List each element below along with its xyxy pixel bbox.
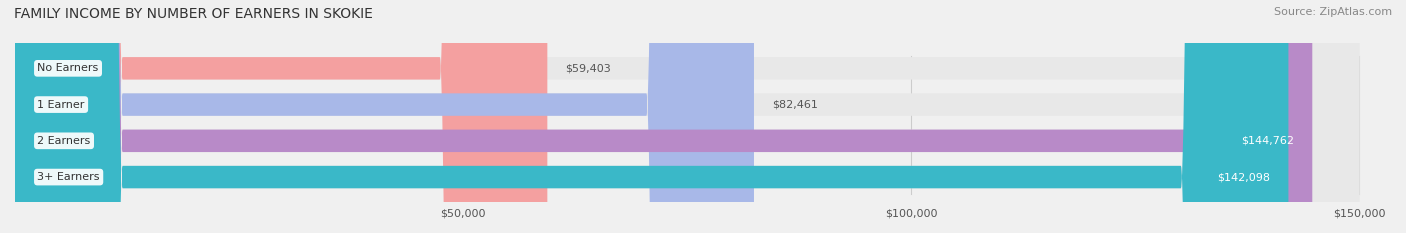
- Text: 1 Earner: 1 Earner: [38, 99, 84, 110]
- Text: $144,762: $144,762: [1241, 136, 1295, 146]
- FancyBboxPatch shape: [15, 0, 1312, 233]
- FancyBboxPatch shape: [15, 0, 1360, 233]
- Text: $59,403: $59,403: [565, 63, 612, 73]
- Text: 3+ Earners: 3+ Earners: [38, 172, 100, 182]
- Text: FAMILY INCOME BY NUMBER OF EARNERS IN SKOKIE: FAMILY INCOME BY NUMBER OF EARNERS IN SK…: [14, 7, 373, 21]
- FancyBboxPatch shape: [15, 0, 1360, 233]
- Text: $82,461: $82,461: [772, 99, 818, 110]
- Text: Source: ZipAtlas.com: Source: ZipAtlas.com: [1274, 7, 1392, 17]
- Text: $142,098: $142,098: [1218, 172, 1271, 182]
- FancyBboxPatch shape: [15, 0, 1360, 233]
- FancyBboxPatch shape: [15, 0, 1288, 233]
- FancyBboxPatch shape: [15, 0, 547, 233]
- Text: 2 Earners: 2 Earners: [38, 136, 90, 146]
- FancyBboxPatch shape: [15, 0, 1360, 233]
- Text: No Earners: No Earners: [38, 63, 98, 73]
- FancyBboxPatch shape: [15, 0, 754, 233]
